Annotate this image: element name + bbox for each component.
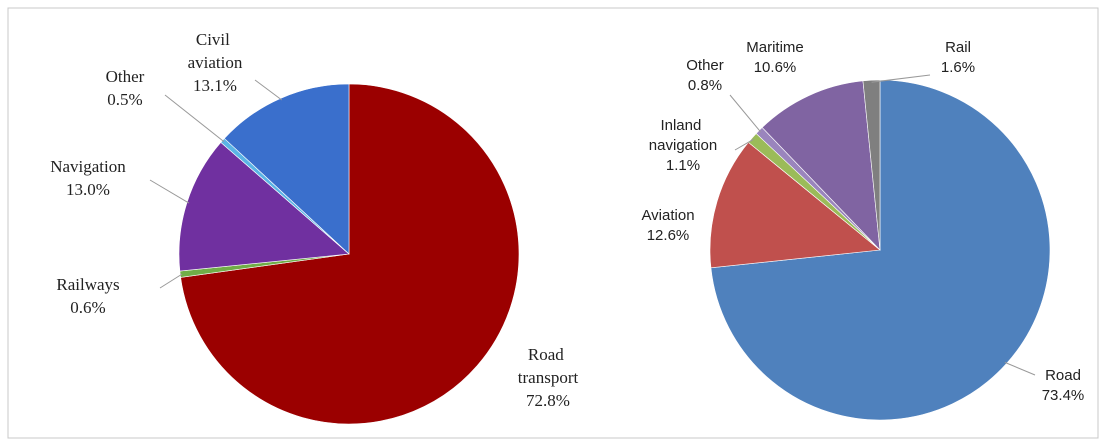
leader-line	[729, 94, 761, 133]
slice-label: Rail	[945, 39, 971, 56]
slice-label: Road	[1045, 367, 1081, 384]
slice-value-label: 0.6%	[70, 298, 105, 317]
leader-line	[149, 179, 190, 204]
slice-value-label: 73.4%	[1042, 387, 1085, 404]
pie-slice	[761, 80, 881, 251]
leader-line	[254, 79, 283, 101]
pie-slice	[709, 141, 881, 269]
leader-line	[871, 74, 931, 83]
slice-label: Other	[106, 67, 145, 86]
pie-slice	[710, 79, 1051, 421]
slice-label: Navigation	[50, 157, 126, 176]
slice-label: Other	[686, 57, 724, 74]
slice-label: Inland navigation	[649, 117, 717, 154]
slice-value-label: 13.0%	[66, 180, 110, 199]
leader-line	[159, 273, 183, 289]
slice-label: Civil aviation	[188, 30, 243, 72]
pie-slice	[180, 83, 520, 425]
slice-value-label: 72.8%	[526, 391, 570, 410]
slice-value-label: 1.6%	[941, 59, 975, 76]
leader-line	[734, 138, 754, 151]
slice-value-label: 0.5%	[107, 90, 142, 109]
leader-line	[1004, 361, 1036, 376]
slice-label: Maritime	[746, 39, 804, 56]
slice-value-label: 13.1%	[193, 76, 237, 95]
slice-label: Road transport	[518, 345, 579, 387]
slice-label: Aviation	[641, 207, 694, 224]
slice-value-label: 12.6%	[647, 227, 690, 244]
leader-line	[164, 94, 225, 143]
slice-value-label: 0.8%	[688, 77, 722, 94]
slice-value-label: 1.1%	[666, 157, 700, 174]
slice-label: Railways	[56, 275, 119, 294]
pie-slice	[223, 83, 350, 255]
pie-slice	[862, 79, 881, 251]
slice-value-label: 10.6%	[754, 59, 797, 76]
